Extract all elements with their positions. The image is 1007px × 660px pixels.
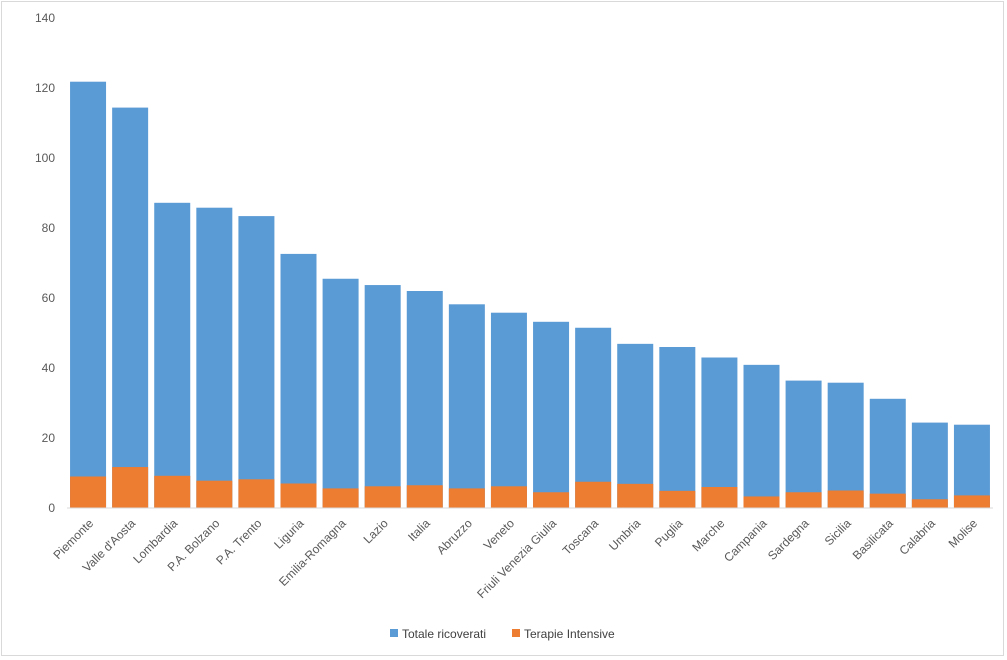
bar-terapie-intensive: [406, 485, 443, 508]
bar-terapie-intensive: [785, 492, 822, 508]
bar-totale-ricoverati: [154, 202, 191, 509]
legend: Totale ricoverati Terapie Intensive: [390, 627, 615, 641]
x-category-label: Italia: [405, 516, 433, 544]
bar-terapie-intensive: [238, 479, 275, 508]
bar-totale-ricoverati: [196, 207, 233, 508]
x-category-label: Molise: [946, 516, 981, 551]
x-category-label: Sardegna: [765, 516, 812, 563]
bar-totale-ricoverati: [617, 343, 654, 508]
bar-terapie-intensive: [953, 495, 990, 508]
x-category-label: Puglia: [652, 516, 686, 550]
bar-totale-ricoverati: [280, 253, 317, 508]
x-category-label: Veneto: [481, 516, 518, 553]
bar-totale-ricoverati: [448, 304, 485, 508]
x-category-label: Basilicata: [850, 516, 896, 562]
bar-terapie-intensive: [322, 488, 359, 508]
legend-label: Totale ricoverati: [402, 627, 486, 641]
bars: [70, 81, 990, 509]
bar-totale-ricoverati: [659, 347, 696, 508]
x-category-label: P.A. Trento: [213, 516, 264, 567]
bar-terapie-intensive: [869, 493, 906, 508]
bar-terapie-intensive: [617, 483, 654, 508]
x-category-label: Liguria: [271, 516, 307, 552]
bar-terapie-intensive: [70, 476, 107, 508]
bar-terapie-intensive: [701, 487, 738, 508]
bar-terapie-intensive: [911, 499, 948, 508]
bar-totale-ricoverati: [70, 81, 107, 508]
bar-totale-ricoverati: [785, 380, 822, 508]
bar-terapie-intensive: [533, 492, 570, 508]
y-tick-label: 100: [35, 151, 55, 165]
bar-terapie-intensive: [659, 490, 696, 508]
bar-totale-ricoverati: [827, 382, 864, 508]
x-category-label: Sicilia: [822, 516, 854, 548]
series-terapie-intensive: [70, 467, 990, 508]
x-category-label: Toscana: [560, 516, 602, 558]
bar-totale-ricoverati: [953, 424, 990, 508]
y-axis: 0 20 40 60 80 100 120 140: [35, 11, 55, 515]
legend-label: Terapie Intensive: [524, 627, 615, 641]
x-category-label: Umbria: [606, 516, 643, 553]
bar-totale-ricoverati: [533, 321, 570, 508]
bar-totale-ricoverati: [364, 285, 401, 508]
y-tick-label: 80: [42, 221, 56, 235]
bar-terapie-intensive: [112, 467, 149, 508]
bar-totale-ricoverati: [406, 291, 443, 508]
bar-terapie-intensive: [448, 488, 485, 508]
x-category-label: Calabria: [896, 516, 938, 558]
bar-terapie-intensive: [364, 486, 401, 508]
y-tick-label: 40: [42, 361, 56, 375]
x-category-label: Abruzzo: [434, 516, 475, 557]
bar-totale-ricoverati: [112, 107, 149, 508]
bar-totale-ricoverati: [869, 398, 906, 508]
x-category-label: Lazio: [361, 516, 391, 546]
bar-terapie-intensive: [490, 486, 527, 508]
x-category-label: Friuli Venezia Giulia: [474, 516, 559, 601]
legend-item: Totale ricoverati: [390, 627, 486, 641]
legend-swatch: [390, 629, 398, 637]
bar-terapie-intensive: [743, 496, 780, 508]
bar-totale-ricoverati: [575, 327, 612, 508]
bar-terapie-intensive: [154, 475, 191, 508]
x-category-label: Campania: [721, 516, 770, 565]
y-tick-label: 120: [35, 81, 55, 95]
bar-terapie-intensive: [575, 481, 612, 508]
bar-terapie-intensive: [827, 490, 864, 508]
bar-totale-ricoverati: [238, 216, 275, 508]
bar-totale-ricoverati: [490, 312, 527, 508]
series-totale-ricoverati: [70, 81, 990, 509]
y-tick-label: 0: [48, 501, 55, 515]
x-category-label: Marche: [689, 516, 727, 554]
bar-terapie-intensive: [280, 483, 317, 508]
bar-totale-ricoverati: [322, 278, 359, 508]
bar-totale-ricoverati: [701, 357, 738, 508]
legend-item: Terapie Intensive: [512, 627, 615, 641]
bar-totale-ricoverati: [911, 422, 948, 508]
bar-totale-ricoverati: [743, 364, 780, 508]
bar-terapie-intensive: [196, 480, 233, 508]
y-tick-label: 20: [42, 431, 56, 445]
y-tick-label: 140: [35, 11, 55, 25]
legend-swatch: [512, 629, 520, 637]
y-tick-label: 60: [42, 291, 56, 305]
